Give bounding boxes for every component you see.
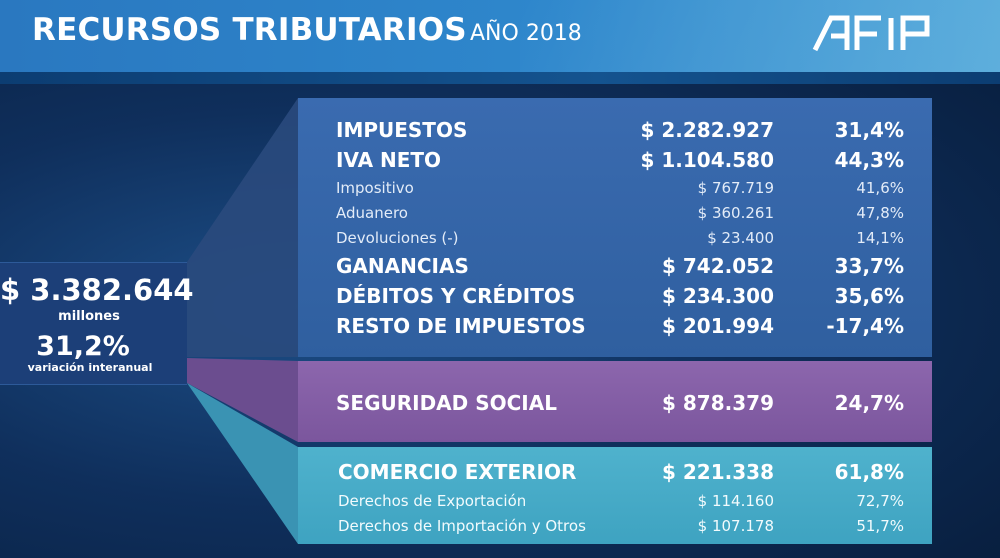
header-bar: RECURSOS TRIBUTARIOS AÑO 2018 <box>0 0 1000 72</box>
row-label: Derechos de Exportación <box>338 492 527 510</box>
row-pct: 61,8% <box>834 460 904 484</box>
row-amount: $ 742.052 <box>662 254 774 278</box>
row-amount: $ 201.994 <box>662 314 774 338</box>
row-pct: 41,6% <box>856 179 904 197</box>
row-label: Devoluciones (-) <box>336 229 459 247</box>
row-pct: 35,6% <box>834 284 904 308</box>
row-label: SEGURIDAD SOCIAL <box>336 391 557 415</box>
row-label: COMERCIO EXTERIOR <box>338 460 577 484</box>
impuestos-panel: IMPUESTOS $ 2.282.927 31,4% IVA NETO $ 1… <box>298 98 932 357</box>
row-pct: 51,7% <box>856 517 904 535</box>
row-pct: 72,7% <box>856 492 904 510</box>
row-label: IMPUESTOS <box>336 118 468 142</box>
connector-impuestos <box>187 98 298 357</box>
row-amount: $ 234.300 <box>662 284 774 308</box>
row-pct: 33,7% <box>834 254 904 278</box>
row-amount: $ 1.104.580 <box>640 148 775 172</box>
row-pct: 14,1% <box>856 229 904 247</box>
total-variation-label: variación interanual <box>27 361 153 374</box>
row-label: GANANCIAS <box>336 254 469 278</box>
year-label: AÑO 2018 <box>470 21 582 46</box>
row-amount: $ 767.719 <box>697 179 774 197</box>
total-summary-box: $ 3.382.644 millones 31,2% variación int… <box>0 262 194 385</box>
row-label: Derechos de Importación y Otros <box>338 517 586 535</box>
row-amount: $ 114.160 <box>697 492 774 510</box>
row-amount: $ 23.400 <box>707 229 774 247</box>
comercio-exterior-panel: COMERCIO EXTERIOR $ 221.338 61,8% Derech… <box>298 447 932 544</box>
row-label: DÉBITOS Y CRÉDITOS <box>336 284 576 308</box>
row-pct: -17,4% <box>826 314 904 338</box>
total-amount: $ 3.382.644 <box>0 273 194 307</box>
seguridad-social-panel: SEGURIDAD SOCIAL $ 878.379 24,7% <box>298 361 932 442</box>
row-amount: $ 221.338 <box>662 460 774 484</box>
row-pct: 31,4% <box>834 118 904 142</box>
connector-seguridad-social <box>187 358 298 442</box>
page-title: RECURSOS TRIBUTARIOS <box>32 12 467 48</box>
row-label: IVA NETO <box>336 148 442 172</box>
row-pct: 44,3% <box>834 148 904 172</box>
row-pct: 47,8% <box>856 204 904 222</box>
row-pct: 24,7% <box>834 391 904 415</box>
row-amount: $ 2.282.927 <box>640 118 775 142</box>
row-label: RESTO DE IMPUESTOS <box>336 314 586 338</box>
total-variation: 31,2% <box>36 331 130 362</box>
total-unit: millones <box>58 309 120 324</box>
row-amount: $ 107.178 <box>697 517 774 535</box>
row-label: Aduanero <box>336 204 408 222</box>
connector-comercio-exterior <box>187 383 298 544</box>
header-divider <box>0 72 1000 84</box>
row-amount: $ 360.261 <box>697 204 774 222</box>
afip-logo <box>812 15 930 52</box>
row-amount: $ 878.379 <box>662 391 774 415</box>
row-label: Impositivo <box>336 179 414 197</box>
